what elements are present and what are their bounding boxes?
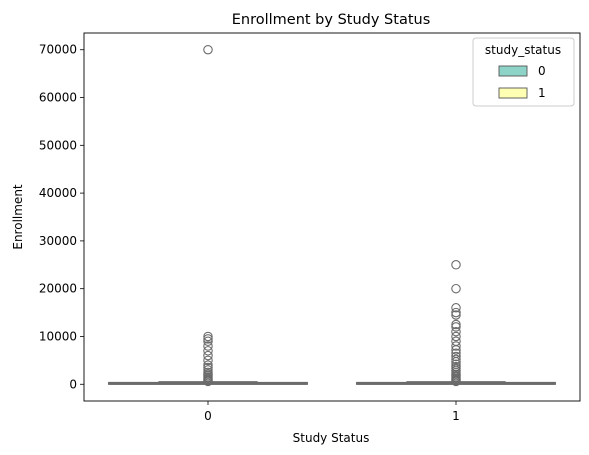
outlier-point — [451, 354, 461, 365]
box-series — [108, 44, 556, 387]
legend-swatch-1 — [498, 87, 528, 99]
outlier-point — [451, 361, 461, 372]
outlier-point — [451, 359, 461, 369]
outlier-point — [203, 350, 213, 361]
x-tick-label-1: 1 — [452, 409, 460, 423]
outlier-point — [451, 341, 461, 351]
y-tick-label-2: 20000 — [39, 282, 77, 296]
legend: study_status 0 1 — [472, 37, 575, 107]
box-group-0 — [108, 44, 308, 387]
outlier-point — [203, 365, 213, 375]
box-group-1 — [356, 260, 556, 387]
y-axis-label: Enrollment — [11, 184, 25, 250]
y-tick-label-5: 50000 — [39, 138, 77, 152]
outlier-point — [451, 326, 461, 337]
legend-label-1: 1 — [538, 86, 546, 100]
y-tick-label-7: 70000 — [39, 43, 77, 57]
legend-title: study_status — [485, 43, 561, 57]
y-tick-label-6: 60000 — [39, 91, 77, 105]
outlier-point — [451, 319, 461, 330]
outlier-point — [203, 331, 213, 342]
outlier-point — [451, 348, 461, 358]
outlier-point — [203, 360, 213, 370]
outlier-point — [451, 303, 461, 313]
x-axis-label: Study Status — [293, 431, 370, 445]
outlier-point — [451, 351, 461, 362]
y-tick-label-0: 0 — [69, 377, 77, 391]
y-axis: 0 10000 20000 30000 40000 50000 60000 70000 — [39, 43, 84, 391]
chart-title: Enrollment by Study Status — [232, 12, 431, 28]
outlier-point — [451, 322, 461, 332]
y-tick-label-3: 30000 — [39, 234, 77, 248]
outlier-point — [203, 362, 213, 373]
outlier-point — [451, 310, 461, 320]
outlier-point — [203, 355, 213, 366]
outlier-point — [451, 331, 461, 342]
outlier-point — [203, 334, 213, 344]
outlier-point — [203, 336, 213, 347]
outlier-point — [203, 346, 213, 356]
outlier-point — [203, 341, 213, 351]
x-tick-label-0: 0 — [204, 409, 212, 423]
outlier-point — [203, 44, 213, 55]
y-tick-label-4: 40000 — [39, 186, 77, 200]
legend-swatch-0 — [498, 65, 528, 77]
outlier-point — [203, 367, 213, 378]
outlier-point — [451, 336, 461, 347]
legend-label-0: 0 — [538, 64, 546, 78]
y-tick-label-1: 10000 — [39, 329, 77, 343]
outlier-point — [451, 307, 461, 318]
outlier-point — [451, 283, 461, 294]
outlier-point — [451, 260, 461, 270]
